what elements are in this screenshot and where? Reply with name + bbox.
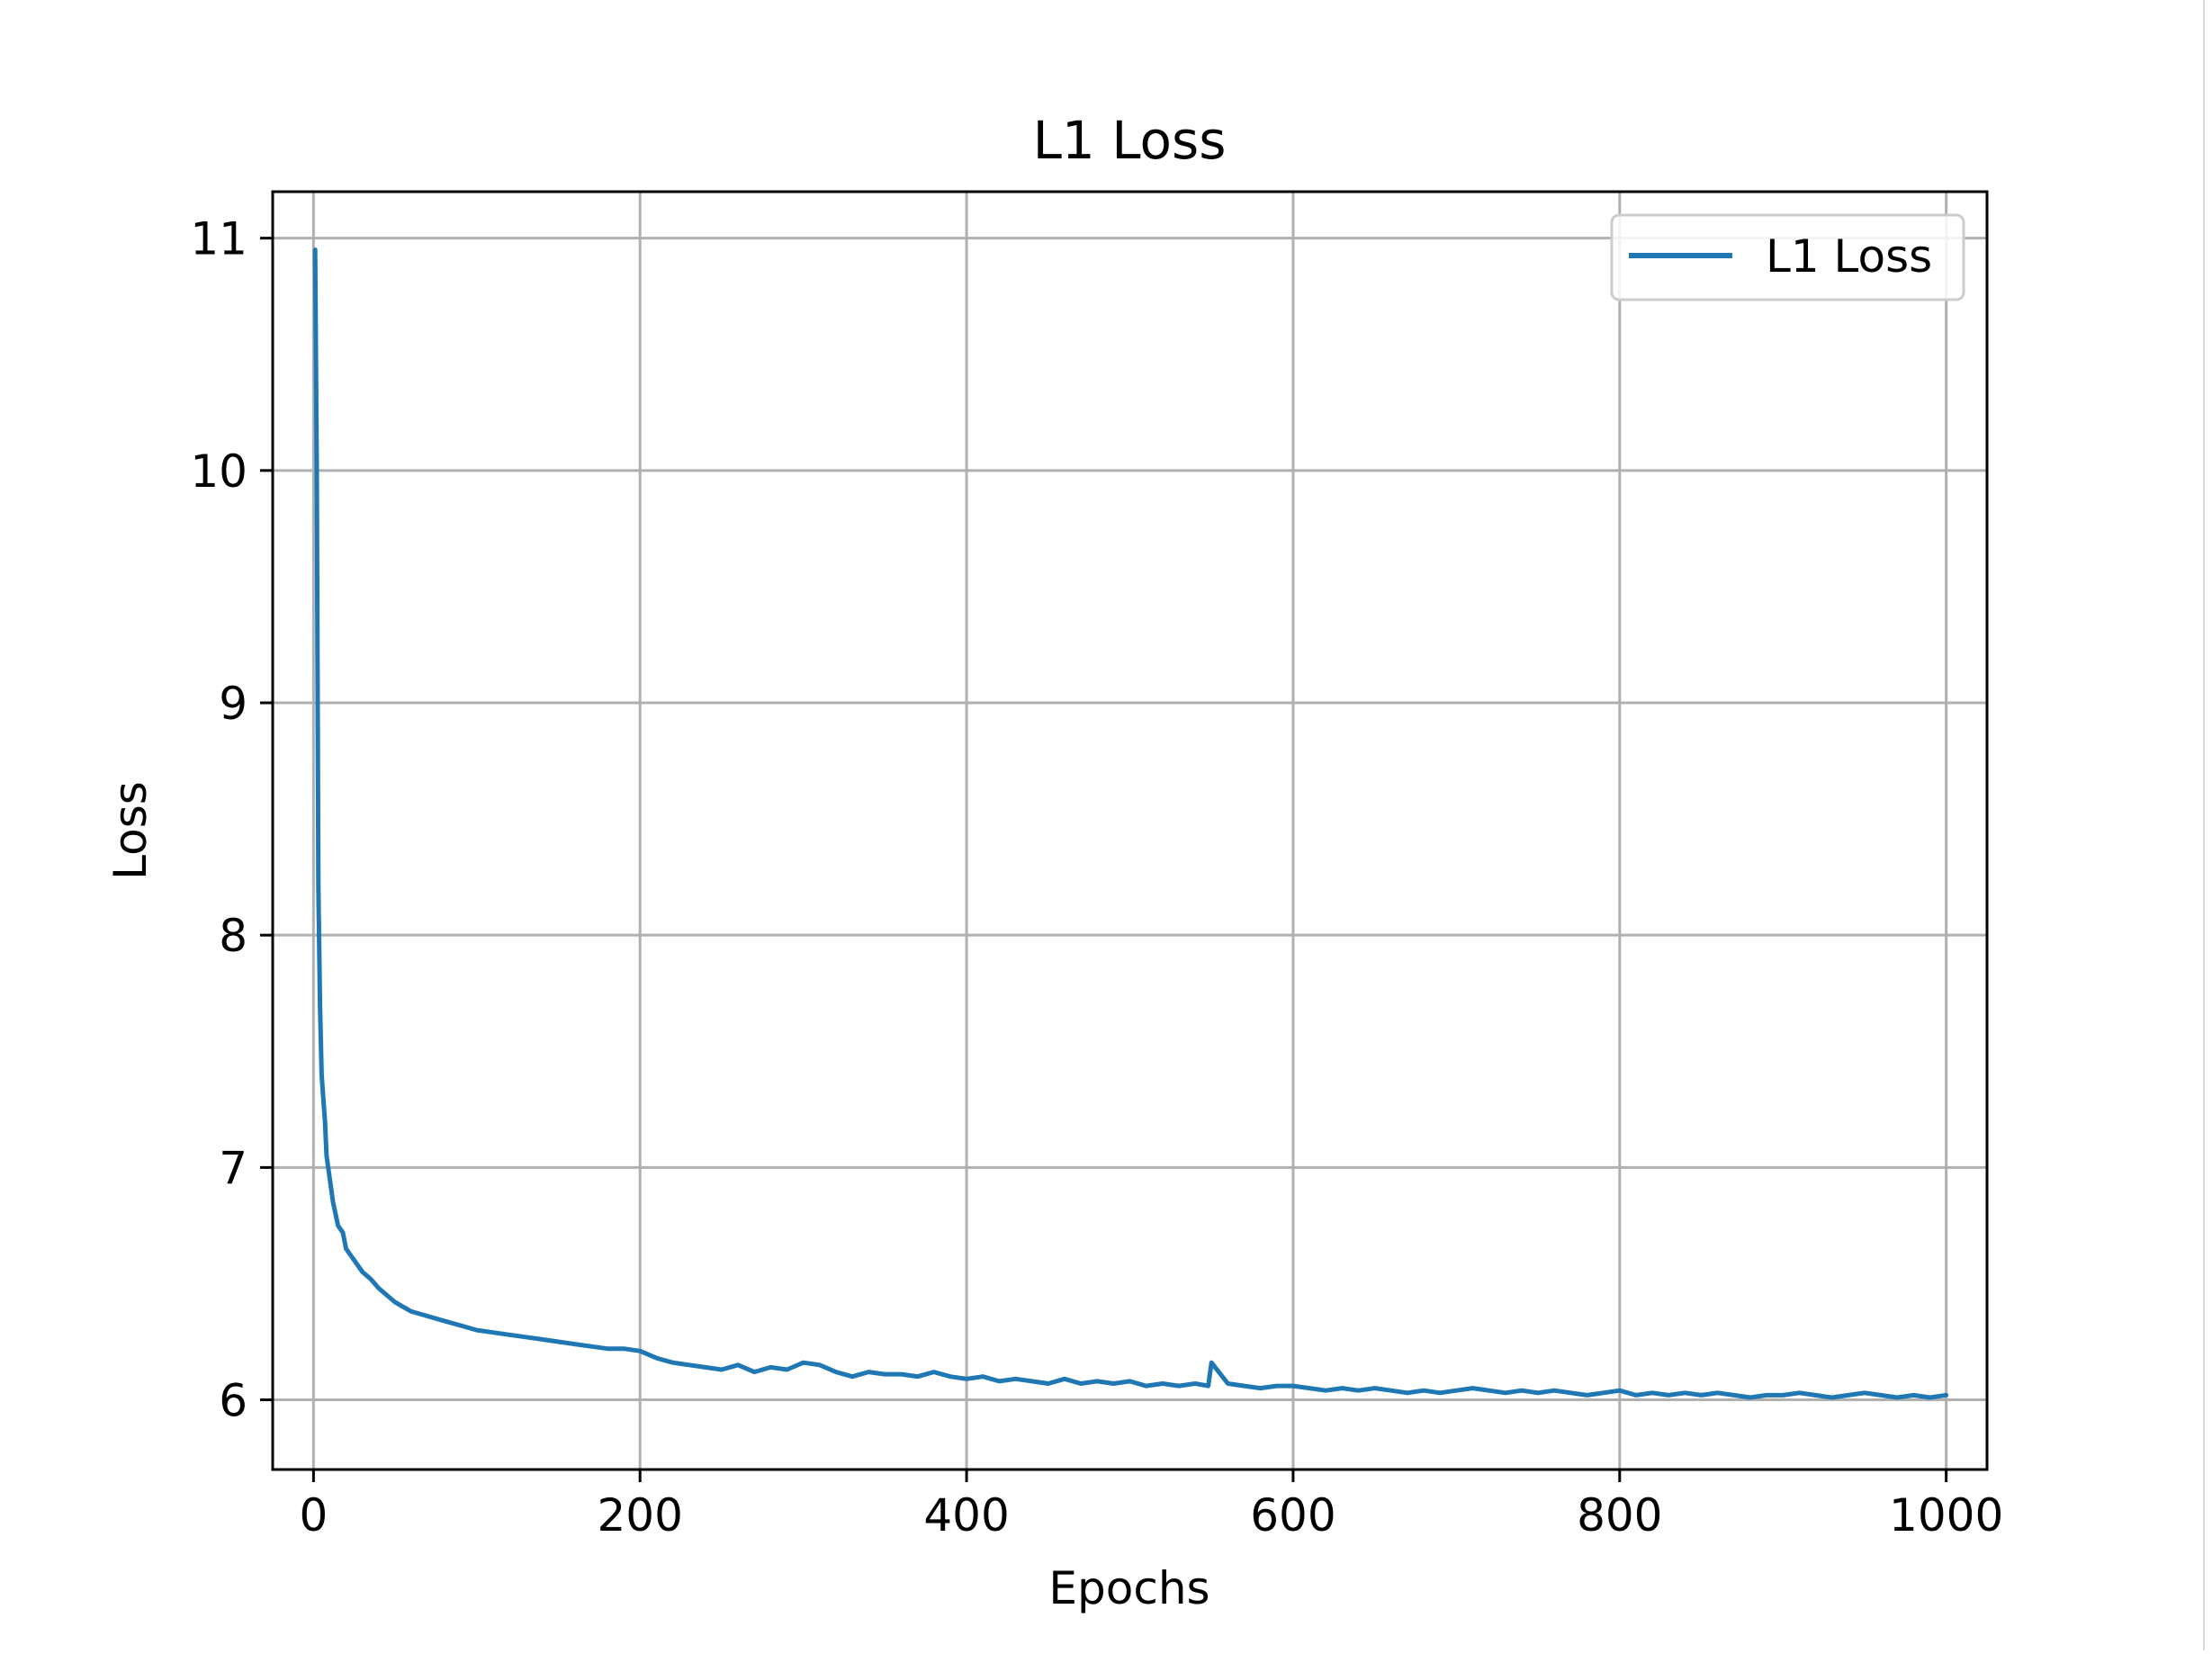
right-edge-divider [2203,0,2205,1650]
series-line-l1-loss [312,247,1949,1400]
tick-layer: 0 200 400 600 800 1000 6 7 8 9 10 11 [190,213,2003,1542]
y-axis-label: Loss [104,781,157,880]
y-tick-label-8: 8 [219,910,247,962]
x-tick-label-800: 800 [1577,1489,1662,1542]
x-tick-label-1000: 1000 [1889,1489,2003,1542]
legend[interactable]: L1 Loss [1610,213,1965,301]
x-tick-label-400: 400 [923,1489,1009,1542]
axes-frame [271,190,1989,1471]
legend-box [1610,213,1965,301]
y-tick-label-6: 6 [219,1375,247,1427]
grid-lines [273,192,1987,1470]
x-axis-label: Epochs [1048,1562,1209,1614]
y-tick-label-7: 7 [219,1142,247,1194]
x-tick-label-0: 0 [299,1489,328,1542]
series-layer [312,247,1949,1400]
y-tick-label-9: 9 [219,678,247,730]
x-tick-label-600: 600 [1250,1489,1335,1542]
x-tick-label-200: 200 [597,1489,682,1542]
chart-title: L1 Loss [1033,110,1227,171]
y-tick-label-10: 10 [190,445,247,498]
y-tick-label-11: 11 [190,213,247,265]
legend-label-l1-loss: L1 Loss [1766,230,1932,283]
